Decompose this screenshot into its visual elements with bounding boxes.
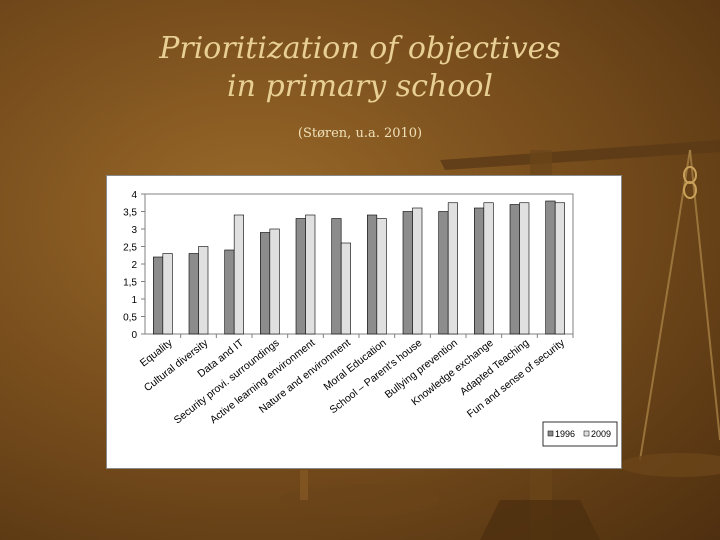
- bar-2009: [340, 242, 351, 335]
- bar-2009: [554, 202, 565, 335]
- legend-label-2009: 2009: [591, 429, 611, 439]
- bar-1996: [188, 253, 199, 335]
- bar-1996: [331, 218, 342, 335]
- bar-2009: [198, 246, 209, 335]
- bar-1996: [224, 249, 235, 335]
- bar-1996: [367, 214, 378, 335]
- chart-container: 0 0,5 1 1,5 2 2,5 3 3,5 4 Equality Cultural divers…: [106, 175, 622, 469]
- y-tick-label: 1: [131, 295, 137, 306]
- plot-area: [144, 193, 574, 335]
- y-tick-label: 2: [131, 260, 137, 271]
- bar-2009: [269, 228, 280, 335]
- bar-1996: [260, 232, 271, 335]
- bar-1996: [474, 207, 485, 335]
- legend-box: [542, 421, 618, 447]
- legend-swatch-1996: [547, 430, 554, 437]
- bar-1996: [295, 218, 306, 335]
- bar-2009: [376, 218, 387, 335]
- bar-1996: [509, 204, 520, 335]
- legend-label-1996: 1996: [555, 429, 575, 439]
- y-tick-label: 4: [131, 190, 137, 201]
- y-tick-label: 0: [131, 330, 137, 341]
- y-tick-label: 3,5: [123, 208, 137, 219]
- legend-swatch-2009: [583, 430, 590, 437]
- bar-2009: [412, 207, 423, 335]
- bar-1996: [545, 200, 556, 335]
- y-tick-label: 3: [131, 225, 137, 236]
- slide-title-line2: in primary school: [227, 69, 493, 104]
- bar-2009: [483, 202, 494, 335]
- y-tick-label: 2,5: [123, 243, 137, 254]
- bar-2009: [447, 202, 458, 335]
- y-tick-label: 1,5: [123, 278, 137, 289]
- slide-title-line1: Prioritization of objectives: [159, 31, 561, 66]
- bar-1996: [153, 256, 164, 335]
- bar-2009: [162, 253, 173, 335]
- bar-2009: [519, 202, 530, 335]
- bar-2009: [305, 214, 316, 335]
- bar-2009: [233, 214, 244, 335]
- y-tick-label: 0,5: [123, 313, 137, 324]
- x-category-label: Cultural diversity: [142, 336, 211, 394]
- slide-subtitle: (Støren, u.a. 2010): [297, 126, 423, 141]
- bar-1996: [402, 211, 413, 335]
- bar-1996: [438, 211, 449, 335]
